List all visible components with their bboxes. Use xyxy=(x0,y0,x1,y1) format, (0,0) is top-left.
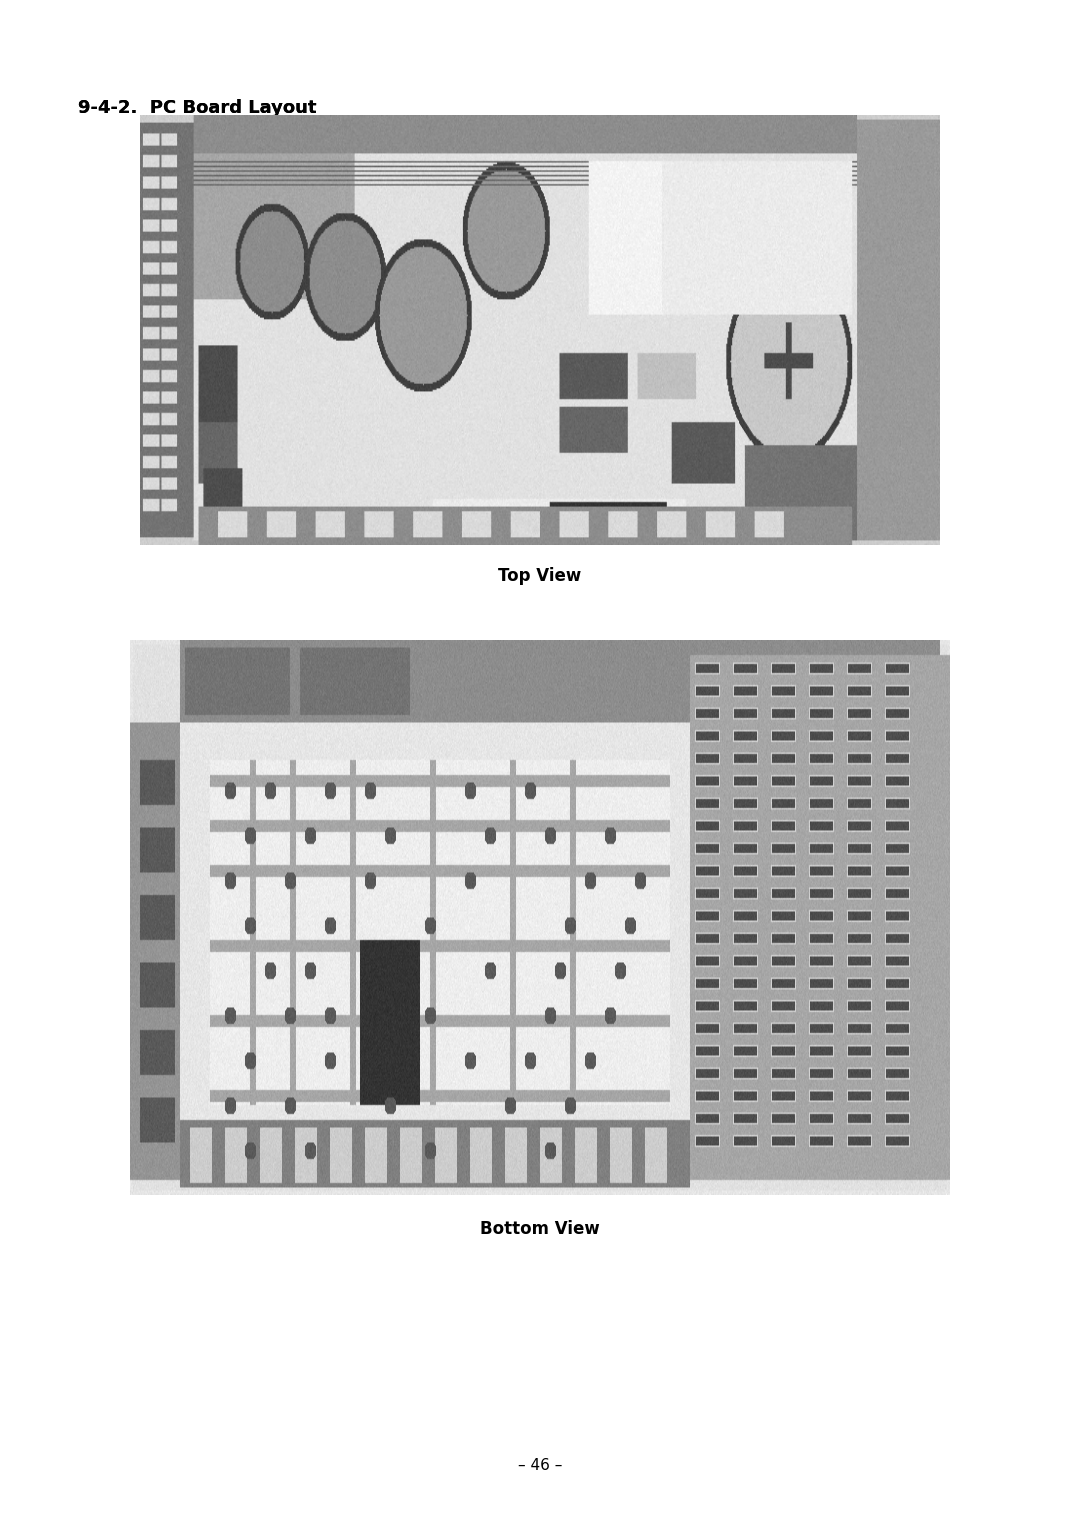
Text: Top View: Top View xyxy=(498,567,582,585)
Text: – 46 –: – 46 – xyxy=(517,1458,563,1473)
Text: 9-4-2.  PC Board Layout: 9-4-2. PC Board Layout xyxy=(78,99,316,118)
Text: Bottom View: Bottom View xyxy=(481,1219,599,1238)
Text: 9-4-2.  PC Board Layout: 9-4-2. PC Board Layout xyxy=(78,99,316,118)
